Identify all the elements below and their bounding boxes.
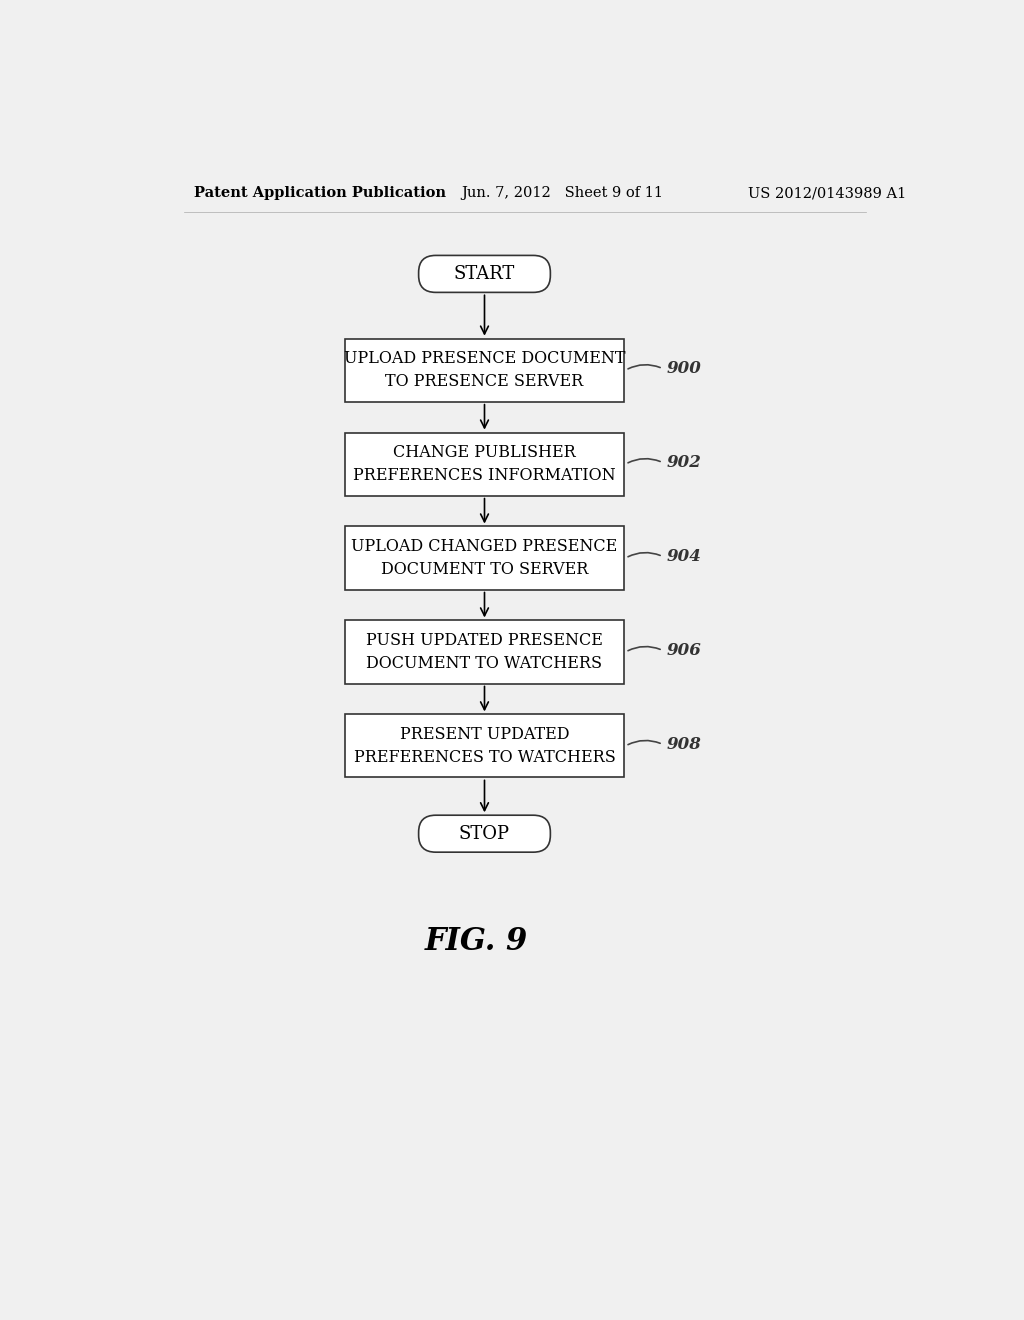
Text: 908: 908: [667, 735, 701, 752]
FancyBboxPatch shape: [419, 256, 550, 293]
Text: STOP: STOP: [459, 825, 510, 842]
Text: UPLOAD PRESENCE DOCUMENT
TO PRESENCE SERVER: UPLOAD PRESENCE DOCUMENT TO PRESENCE SER…: [344, 350, 626, 391]
Bar: [345, 339, 624, 401]
Text: UPLOAD CHANGED PRESENCE
DOCUMENT TO SERVER: UPLOAD CHANGED PRESENCE DOCUMENT TO SERV…: [351, 537, 617, 578]
Bar: [345, 527, 624, 590]
Text: 906: 906: [667, 642, 701, 659]
Bar: [345, 714, 624, 777]
Text: 904: 904: [667, 548, 701, 565]
Text: PRESENT UPDATED
PREFERENCES TO WATCHERS: PRESENT UPDATED PREFERENCES TO WATCHERS: [353, 726, 615, 766]
Bar: [345, 433, 624, 496]
Text: Jun. 7, 2012   Sheet 9 of 11: Jun. 7, 2012 Sheet 9 of 11: [461, 186, 664, 201]
Text: START: START: [454, 265, 515, 282]
Text: PUSH UPDATED PRESENCE
DOCUMENT TO WATCHERS: PUSH UPDATED PRESENCE DOCUMENT TO WATCHE…: [366, 632, 603, 672]
Bar: [345, 620, 624, 684]
Text: US 2012/0143989 A1: US 2012/0143989 A1: [748, 186, 906, 201]
Text: Patent Application Publication: Patent Application Publication: [194, 186, 445, 201]
FancyBboxPatch shape: [419, 816, 550, 853]
Text: FIG. 9: FIG. 9: [425, 927, 528, 957]
Text: 900: 900: [667, 360, 701, 378]
Text: CHANGE PUBLISHER
PREFERENCES INFORMATION: CHANGE PUBLISHER PREFERENCES INFORMATION: [353, 444, 615, 484]
Text: 902: 902: [667, 454, 701, 471]
